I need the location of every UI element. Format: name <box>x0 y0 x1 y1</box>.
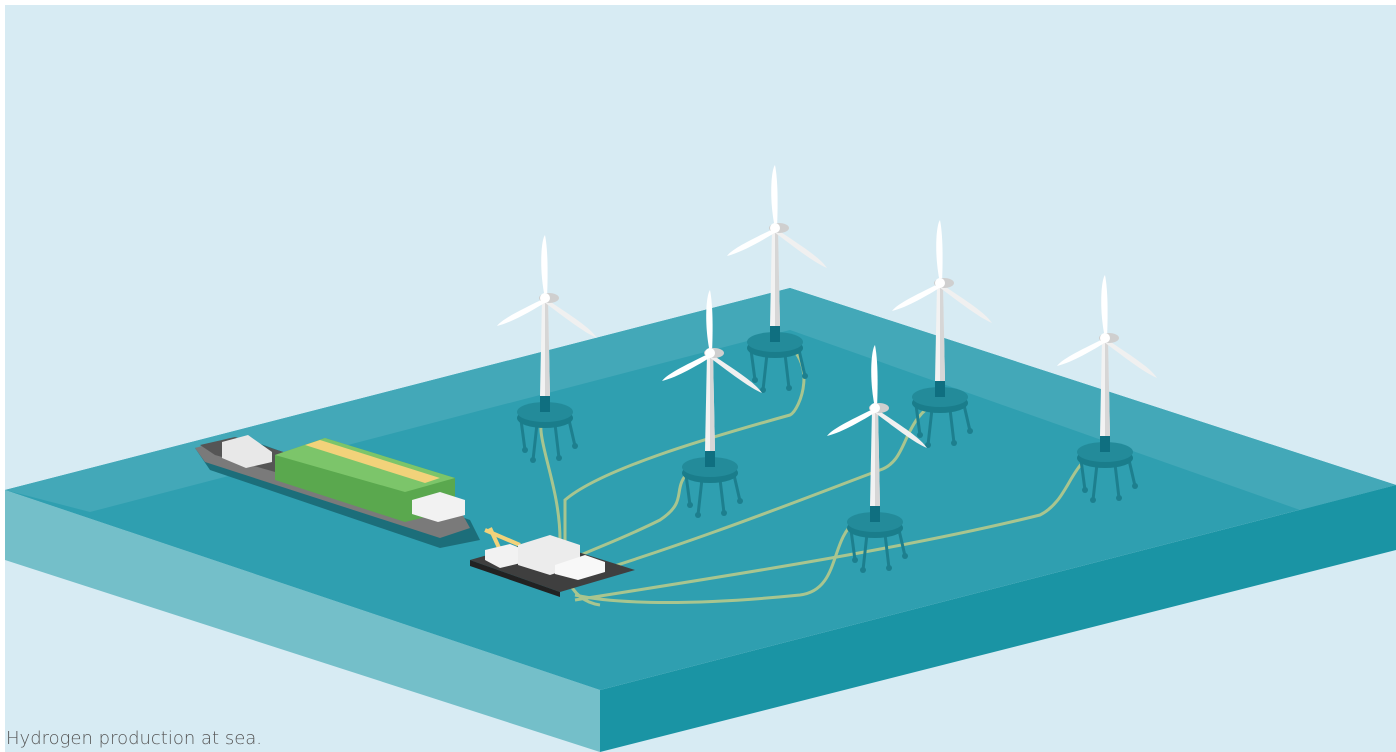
caption: Hydrogen production at sea. <box>6 728 263 749</box>
platform <box>470 527 635 597</box>
sea-side-left <box>5 490 600 752</box>
ship <box>195 435 480 548</box>
sea-surface-far <box>5 288 1396 512</box>
sea-side-right <box>600 485 1396 752</box>
